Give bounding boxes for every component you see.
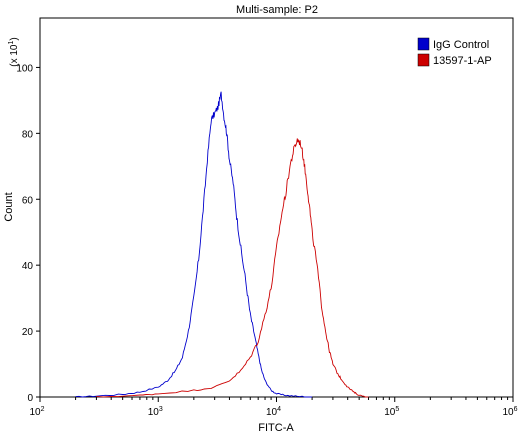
series-layer	[75, 91, 369, 398]
legend-label-igg-control: IgG Control	[433, 39, 489, 51]
y-tick-label: 60	[22, 195, 34, 206]
x-tick-exponent: 2	[41, 406, 45, 413]
x-tick-label: 105	[384, 406, 399, 418]
series-line-1	[75, 91, 313, 398]
x-tick-exponent: 5	[395, 406, 399, 413]
chart-title: Multi-sample: P2	[236, 4, 318, 16]
y-axis-label: Count	[3, 192, 15, 221]
y-tick-label: 20	[22, 327, 34, 338]
y-tick-label: 0	[27, 393, 33, 404]
legend: IgG Control 13597-1-AP	[417, 37, 492, 67]
x-tick-exponent: 6	[514, 406, 518, 413]
x-tick-label: 106	[502, 406, 517, 418]
y-tick-label: 80	[22, 129, 34, 140]
y-axis: 0 20 40 60 80 100	[16, 63, 40, 404]
x-tick-label: 103	[148, 406, 163, 418]
y-multiplier-label: (x 101)	[8, 37, 20, 66]
y-multiplier-close: )	[9, 37, 20, 40]
legend-swatch-13597-1-ap	[417, 53, 430, 67]
x-tick-base: 10	[29, 407, 41, 418]
x-axis-label: FITC-A	[258, 422, 294, 434]
legend-swatch-igg-control	[417, 37, 430, 51]
plot-frame	[39, 17, 514, 398]
x-axis: 102 103 104 105 106	[29, 397, 518, 418]
x-tick-exponent: 4	[277, 406, 281, 413]
y-tick-label: 40	[22, 261, 34, 272]
x-tick-label: 104	[266, 406, 281, 418]
legend-label-13597-1-ap: 13597-1-AP	[433, 55, 492, 67]
svg-text:(x 101): (x 101)	[8, 37, 20, 66]
x-tick-exponent: 3	[159, 406, 163, 413]
y-multiplier-exponent: 1	[8, 41, 15, 45]
x-tick-base: 10	[148, 407, 160, 418]
x-tick-base: 10	[266, 407, 278, 418]
x-tick-base: 10	[384, 407, 396, 418]
x-tick-label: 102	[29, 406, 44, 418]
x-tick-base: 10	[502, 407, 514, 418]
y-tick-label: 100	[16, 63, 33, 74]
series-line-2	[96, 138, 369, 398]
y-multiplier-text: (x 10	[9, 44, 20, 67]
